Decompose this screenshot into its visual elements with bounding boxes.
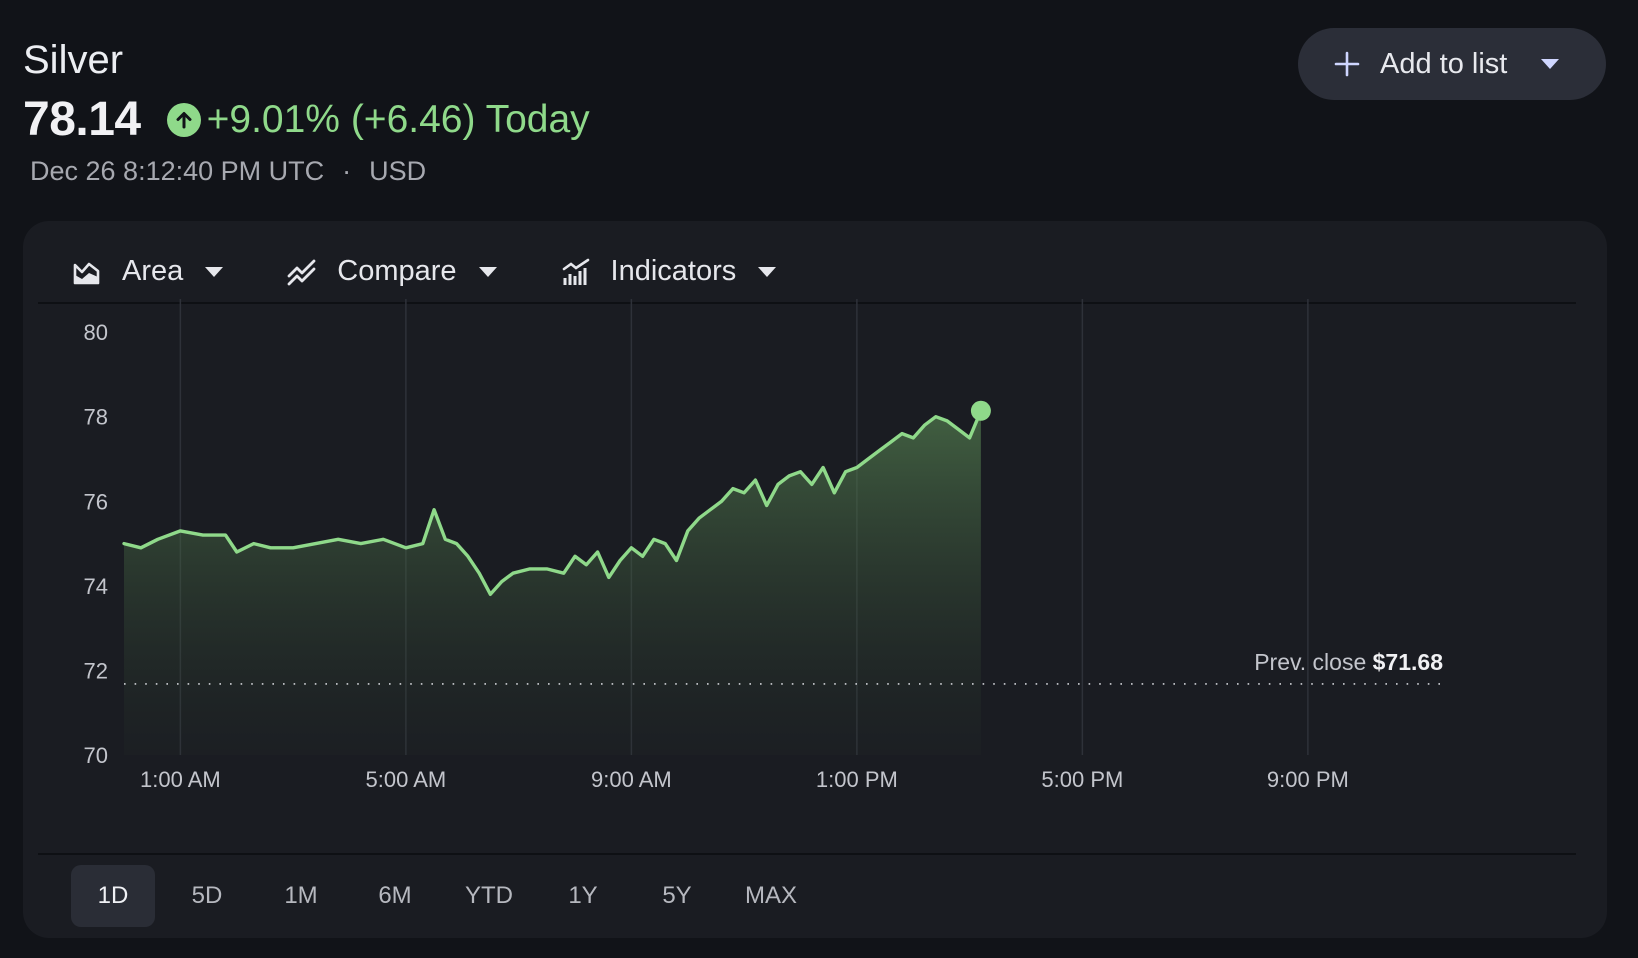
caret-down-icon bbox=[758, 266, 777, 277]
y-tick-label: 80 bbox=[84, 320, 108, 345]
x-tick-label: 1:00 AM bbox=[140, 767, 221, 792]
x-tick-label: 5:00 PM bbox=[1041, 767, 1123, 792]
caret-down-icon bbox=[478, 266, 497, 277]
add-to-list-button[interactable]: Add to list bbox=[1298, 28, 1606, 100]
current-price-dot[interactable] bbox=[970, 400, 991, 421]
current-price: 78.14 bbox=[23, 93, 141, 146]
y-tick-label: 74 bbox=[84, 574, 108, 599]
chart-type-dropdown[interactable]: Area bbox=[72, 255, 224, 288]
quote-currency: USD bbox=[369, 156, 427, 186]
y-tick-label: 76 bbox=[84, 489, 108, 514]
price-line bbox=[122, 409, 983, 596]
compare-dropdown[interactable]: Compare bbox=[287, 255, 497, 288]
y-tick-label: 78 bbox=[84, 405, 108, 430]
x-tick-label: 9:00 PM bbox=[1267, 767, 1349, 792]
prev-close-value: $71.68 bbox=[1373, 649, 1444, 675]
area-chart-icon bbox=[73, 262, 100, 284]
range-ytd[interactable]: YTD bbox=[465, 882, 513, 909]
range-5d[interactable]: 5D bbox=[191, 882, 223, 909]
range-divider bbox=[38, 853, 1576, 855]
range-1y[interactable]: 1Y bbox=[568, 882, 598, 909]
range-1d[interactable]: 1D bbox=[71, 865, 155, 927]
indicators-dropdown[interactable]: Indicators bbox=[561, 255, 777, 288]
toolbar-divider bbox=[38, 302, 1576, 304]
quote-timestamp: Dec 26 8:12:40 PM UTC bbox=[30, 156, 325, 186]
y-tick-label: 70 bbox=[84, 743, 108, 768]
chart-card: Area Compare Indicators 1:00 AM 5:00 AM 9:… bbox=[23, 221, 1607, 938]
plus-icon bbox=[1334, 51, 1360, 77]
price-row: 78.14 +9.01% (+6.46) Today bbox=[23, 92, 590, 147]
price-area bbox=[124, 410, 981, 755]
prev-close-label: Prev. close $71.68 bbox=[1254, 649, 1443, 675]
chart-toolbar: Area Compare Indicators bbox=[72, 255, 840, 288]
price-change: +9.01% (+6.46) Today bbox=[206, 97, 590, 141]
stock-title: Silver bbox=[23, 38, 124, 82]
caret-down-icon[interactable] bbox=[1541, 59, 1560, 69]
chart-type-label: Area bbox=[122, 255, 184, 287]
x-tick-label: 1:00 PM bbox=[816, 767, 898, 792]
add-to-list-label: Add to list bbox=[1380, 47, 1508, 80]
caret-down-icon bbox=[205, 266, 224, 277]
indicators-label: Indicators bbox=[610, 255, 737, 287]
range-6m[interactable]: 6M bbox=[378, 882, 412, 909]
x-tick-label: 9:00 AM bbox=[591, 767, 672, 792]
meta-separator: · bbox=[342, 156, 352, 186]
arrow-up-circle-icon bbox=[166, 102, 201, 137]
compare-icon bbox=[287, 259, 316, 285]
y-tick-label: 72 bbox=[84, 658, 108, 683]
range-5y[interactable]: 5Y bbox=[662, 882, 692, 909]
prev-close-text: Prev. close bbox=[1254, 649, 1372, 675]
range-selector: 1D 5D 1M 6M YTD 1Y 5Y MAX bbox=[71, 865, 823, 927]
compare-label: Compare bbox=[337, 255, 457, 287]
range-max[interactable]: MAX bbox=[744, 882, 797, 909]
quote-meta: Dec 26 8:12:40 PM UTC · USD bbox=[30, 156, 426, 187]
price-chart[interactable]: 1:00 AM 5:00 AM 9:00 AM 1:00 PM 5:00 PM 9:00 … bbox=[23, 221, 1607, 841]
indicators-icon bbox=[562, 258, 589, 285]
range-1m[interactable]: 1M bbox=[284, 882, 318, 909]
x-tick-label: 5:00 AM bbox=[366, 767, 447, 792]
